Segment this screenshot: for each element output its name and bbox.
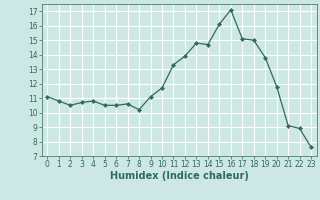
X-axis label: Humidex (Indice chaleur): Humidex (Indice chaleur): [110, 171, 249, 181]
